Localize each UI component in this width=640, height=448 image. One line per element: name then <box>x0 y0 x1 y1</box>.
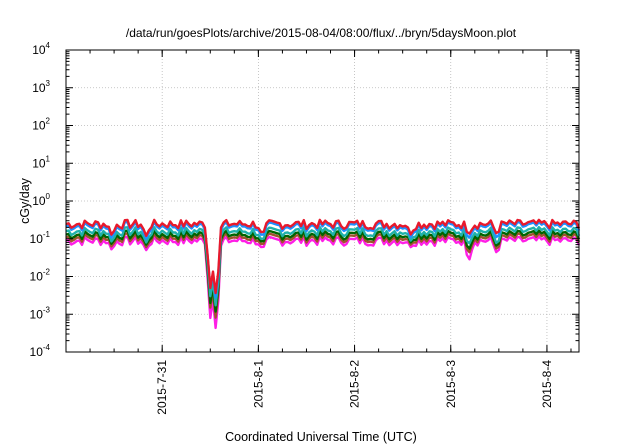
y-tick-label: 10-1 <box>30 230 51 246</box>
series-line <box>65 218 581 295</box>
series-group <box>65 218 581 330</box>
x-tick-label: 2015-8-2 <box>348 360 362 408</box>
ticks <box>66 49 579 353</box>
tick-labels: 10-4 10-3 10-2 10-1 100 101 102 103 104 2015-7-31… <box>30 41 554 415</box>
y-tick-label: 10-4 <box>30 343 51 359</box>
y-tick-label: 10-2 <box>30 268 51 284</box>
x-axis-label: Coordinated Universal Time (UTC) <box>225 430 417 444</box>
y-tick-label: 10-3 <box>30 305 51 321</box>
x-tick-label: 2015-8-3 <box>444 360 458 408</box>
y-tick-label: 100 <box>32 192 50 208</box>
grid <box>66 50 579 352</box>
y-tick-label: 103 <box>32 79 50 95</box>
series-line <box>65 225 581 307</box>
series-line <box>65 235 581 330</box>
chart-title: /data/run/goesPlots/archive/2015-08-04/0… <box>126 26 517 40</box>
x-tick-label: 2015-8-4 <box>540 360 554 408</box>
y-tick-label: 101 <box>32 154 50 170</box>
y-tick-label: 104 <box>32 41 50 57</box>
y-axis-label: cGy/day <box>18 177 32 224</box>
x-tick-label: 2015-7-31 <box>155 360 169 415</box>
x-tick-label: 2015-8-1 <box>251 360 265 408</box>
plot-frame <box>65 49 580 353</box>
y-tick-label: 102 <box>32 117 50 133</box>
